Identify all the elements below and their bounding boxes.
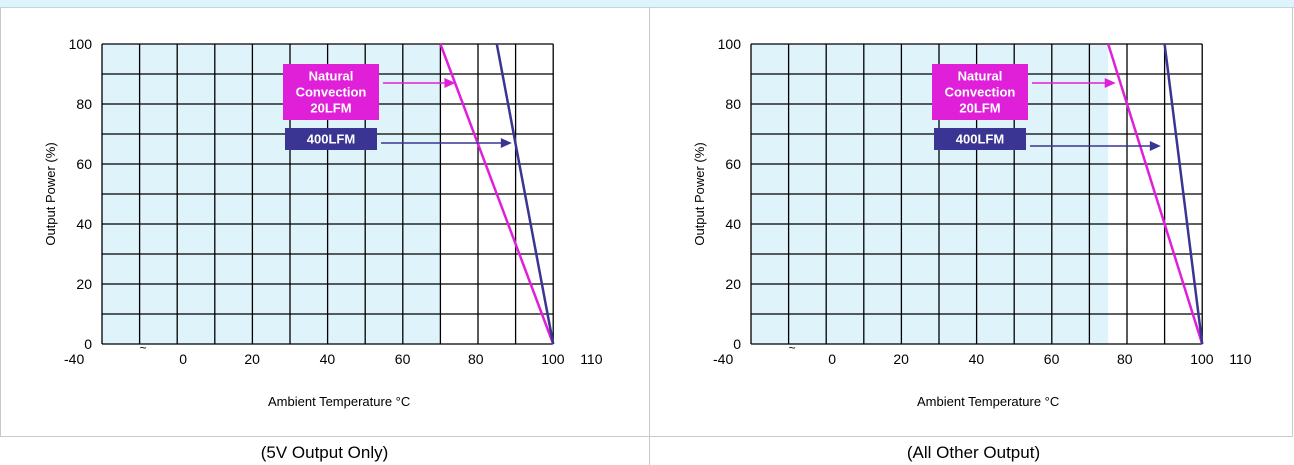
x-tick-label: ~: [789, 341, 796, 355]
annotation-natural-convection-arrowhead: [444, 78, 456, 88]
y-tick-label: 80: [725, 96, 741, 112]
annotation-natural-convection-text: Natural: [958, 69, 1003, 84]
x-tick-label: 80: [468, 351, 484, 367]
y-tick-label: 40: [725, 216, 741, 232]
chart-panel-frame: [0, 7, 1293, 437]
x-tick-label: -40: [713, 351, 733, 367]
annotation-400lfm-box: [934, 128, 1026, 150]
y-tick-label: 0: [733, 336, 741, 352]
y-tick-label: 0: [84, 336, 92, 352]
x-tick-label: 110: [1229, 351, 1252, 367]
x-tick-label: 0: [828, 351, 836, 367]
series-line-400lfm: [495, 43, 555, 345]
x-tick-label: 20: [893, 351, 909, 367]
derating-chart-other: 0 20 40 60 80 100 -40 ~0 20 40 60 80 100 110 Ambient T…: [692, 36, 1252, 409]
y-tick-label: 60: [76, 156, 92, 172]
x-tick-label: 100: [541, 351, 565, 367]
caption-5v-output-only: (5V Output Only): [260, 443, 389, 462]
x-tick-label: 60: [395, 351, 411, 367]
x-axis-label: Ambient Temperature °C: [268, 394, 410, 409]
annotation-400lfm-box: [285, 128, 377, 150]
y-axis-label: Output Power (%): [692, 142, 707, 245]
derating-chart-5v: 0 20 40 60 80 100 -40 ~0 20 40 60 80 100 110 Ambient T…: [43, 36, 603, 409]
x-tick-label: 20: [244, 351, 260, 367]
annotation-natural-convection-text: 20LFM: [959, 101, 1000, 116]
y-axis-label: Output Power (%): [43, 142, 58, 245]
caption-all-other-output: (All Other Output): [906, 443, 1041, 462]
x-tick-label: -40: [64, 351, 84, 367]
y-tick-label: 80: [76, 96, 92, 112]
y-tick-label: 40: [76, 216, 92, 232]
annotation-natural-convection-box: [932, 64, 1028, 120]
annotation-natural-convection-text: Natural: [309, 69, 354, 84]
y-tick-label: 100: [718, 36, 742, 52]
x-tick-label: ~: [140, 341, 147, 355]
annotation-400lfm-arrowhead: [1149, 141, 1161, 151]
x-tick-label: 100: [1190, 351, 1214, 367]
x-tick-label: 0: [179, 351, 187, 367]
annotation-400lfm-arrowhead: [500, 138, 512, 148]
series-line-400lfm: [1163, 43, 1204, 345]
x-tick-label: 110: [580, 351, 603, 367]
annotation-natural-convection-box: [283, 64, 379, 120]
annotation-natural-convection-text: Convection: [945, 85, 1016, 100]
annotation-natural-convection-text: Convection: [296, 85, 367, 100]
annotation-400lfm-text: 400LFM: [307, 132, 355, 147]
y-tick-label: 60: [725, 156, 741, 172]
x-tick-label: 40: [320, 351, 336, 367]
x-tick-label: 60: [1044, 351, 1060, 367]
annotation-natural-convection-text: 20LFM: [310, 101, 351, 116]
panel-divider: [649, 7, 650, 465]
y-tick-label: 20: [725, 276, 741, 292]
annotation-400lfm-text: 400LFM: [956, 132, 1004, 147]
series-line-natural-convection: [439, 43, 555, 345]
x-tick-label: 80: [1117, 351, 1133, 367]
annotation-natural-convection-arrowhead: [1104, 78, 1116, 88]
x-tick-label: 40: [969, 351, 985, 367]
x-axis-label: Ambient Temperature °C: [917, 394, 1059, 409]
y-tick-label: 100: [69, 36, 93, 52]
y-tick-label: 20: [76, 276, 92, 292]
top-strip: [0, 0, 1294, 8]
series-line-natural-convection: [1107, 43, 1204, 345]
